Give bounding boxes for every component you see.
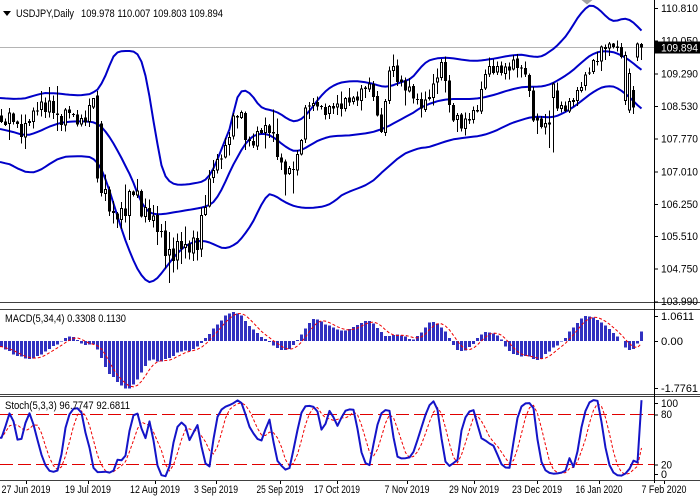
svg-text:103.990: 103.990: [661, 296, 698, 308]
svg-text:-1.7761: -1.7761: [661, 383, 698, 395]
svg-text:17 Oct 2019: 17 Oct 2019: [314, 484, 360, 496]
svg-text:106.250: 106.250: [661, 199, 698, 211]
svg-text:100: 100: [661, 398, 678, 410]
svg-text:80: 80: [661, 409, 672, 421]
svg-text:20: 20: [661, 459, 672, 471]
svg-text:3 Sep 2019: 3 Sep 2019: [194, 484, 238, 496]
svg-text:25 Sep 2019: 25 Sep 2019: [257, 484, 304, 496]
svg-text:12 Aug 2019: 12 Aug 2019: [130, 484, 180, 496]
svg-text:19 Jul 2019: 19 Jul 2019: [65, 484, 111, 496]
svg-text:107.770: 107.770: [661, 134, 698, 146]
svg-text:29 Nov 2019: 29 Nov 2019: [449, 484, 499, 496]
svg-text:1.0611: 1.0611: [661, 311, 694, 323]
svg-text:Stoch(5,3,3) 96.7747 92.6811: Stoch(5,3,3) 96.7747 92.6811: [5, 400, 130, 412]
svg-text:108.530: 108.530: [661, 101, 698, 113]
svg-text:104.750: 104.750: [661, 264, 698, 276]
svg-text:109.290: 109.290: [661, 68, 698, 80]
svg-text:27 Jun 2019: 27 Jun 2019: [2, 484, 51, 496]
svg-text:105.510: 105.510: [661, 231, 698, 243]
svg-text:23 Dec 2019: 23 Dec 2019: [512, 484, 562, 496]
svg-text:USDJPY,Daily: USDJPY,Daily: [16, 8, 74, 20]
svg-text:MACD(5,34,4) 0.3308 0.1130: MACD(5,34,4) 0.3308 0.1130: [5, 313, 126, 325]
svg-text:109.894: 109.894: [661, 42, 698, 54]
svg-text:0: 0: [661, 469, 667, 481]
svg-text:109.978 110.007 109.803 109.89: 109.978 110.007 109.803 109.894: [81, 8, 223, 20]
svg-text:7 Feb 2020: 7 Feb 2020: [642, 484, 687, 496]
svg-text:16 Jan 2020: 16 Jan 2020: [576, 484, 623, 496]
svg-text:110.810: 110.810: [661, 3, 698, 15]
svg-text:107.010: 107.010: [661, 166, 698, 178]
svg-text:0.00: 0.00: [661, 336, 683, 348]
svg-text:7 Nov 2019: 7 Nov 2019: [385, 484, 430, 496]
